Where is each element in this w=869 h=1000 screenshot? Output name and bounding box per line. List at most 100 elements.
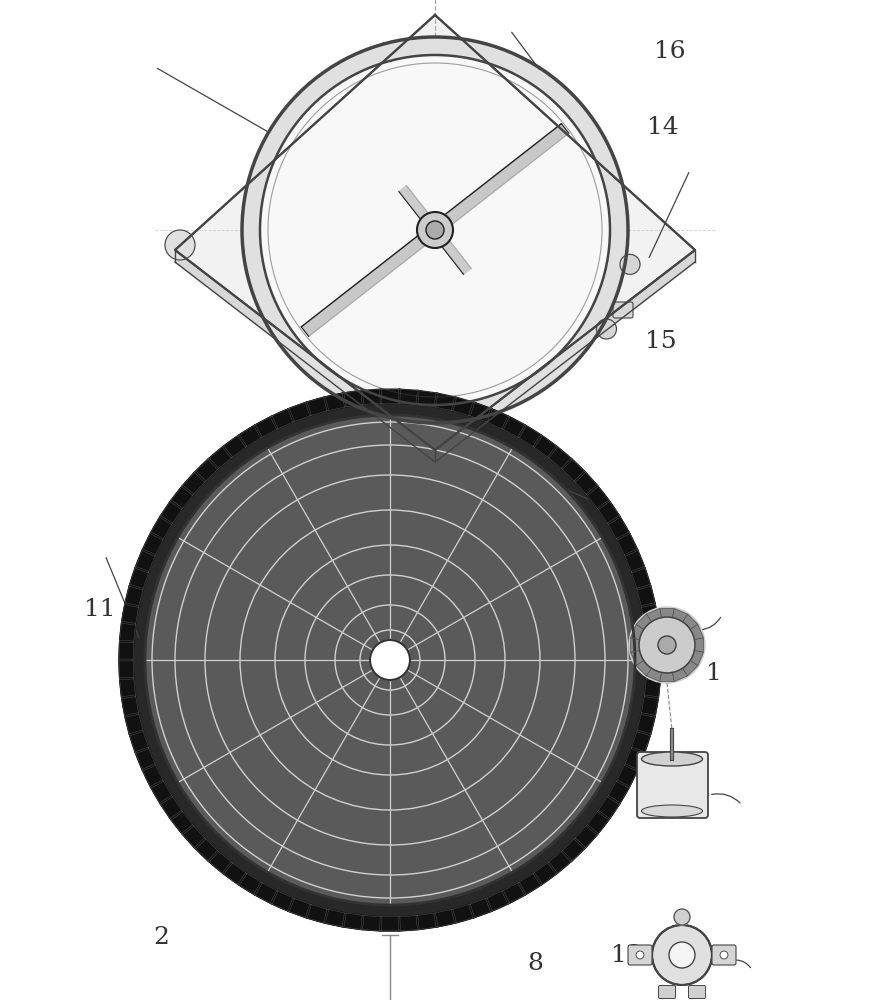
Polygon shape [485,408,509,429]
Polygon shape [361,389,381,405]
Polygon shape [124,584,143,607]
Circle shape [119,389,660,931]
Polygon shape [194,458,218,482]
Polygon shape [182,825,205,849]
Text: 14: 14 [647,115,678,138]
Text: 16: 16 [653,40,685,64]
Circle shape [720,951,727,959]
Polygon shape [434,909,456,927]
Text: 12: 12 [610,944,641,966]
Polygon shape [659,609,673,618]
Polygon shape [160,500,182,525]
Polygon shape [208,850,232,874]
Polygon shape [517,873,541,895]
Text: 8: 8 [527,952,542,974]
Polygon shape [607,780,629,804]
Circle shape [596,319,616,339]
Polygon shape [624,549,644,573]
Polygon shape [485,891,509,912]
Polygon shape [129,566,149,590]
Polygon shape [644,677,660,699]
FancyBboxPatch shape [711,945,735,965]
Polygon shape [640,695,658,717]
Polygon shape [468,898,492,918]
Polygon shape [170,810,194,835]
Polygon shape [561,838,585,862]
Polygon shape [119,677,136,699]
Polygon shape [175,15,694,450]
Circle shape [369,640,409,680]
Polygon shape [135,747,156,771]
FancyBboxPatch shape [658,986,674,998]
Polygon shape [119,640,134,661]
Polygon shape [607,516,629,540]
Text: 10: 10 [323,800,355,824]
Polygon shape [586,485,609,510]
Polygon shape [631,566,650,590]
Polygon shape [342,390,363,407]
Polygon shape [574,471,598,495]
Polygon shape [451,397,474,416]
Polygon shape [129,730,149,754]
Polygon shape [636,713,654,736]
Polygon shape [415,913,437,930]
Polygon shape [270,408,295,429]
Polygon shape [182,471,205,495]
Polygon shape [135,549,156,573]
Polygon shape [630,624,643,640]
Ellipse shape [640,805,701,817]
Polygon shape [533,862,557,885]
Polygon shape [122,603,139,625]
Polygon shape [646,668,660,681]
Polygon shape [415,390,437,407]
Polygon shape [672,609,687,622]
Polygon shape [501,882,526,904]
Polygon shape [689,650,702,666]
Polygon shape [630,650,643,666]
Polygon shape [547,446,572,470]
Text: 15: 15 [645,330,676,354]
Polygon shape [305,904,328,923]
Text: 11: 11 [84,598,116,621]
Polygon shape [646,659,660,680]
Polygon shape [517,425,541,447]
FancyBboxPatch shape [627,945,651,965]
Circle shape [668,942,694,968]
Polygon shape [254,416,278,438]
Polygon shape [574,825,598,849]
Polygon shape [237,425,262,447]
FancyBboxPatch shape [687,986,705,998]
Text: 1: 1 [705,662,720,684]
Polygon shape [288,402,311,422]
Polygon shape [270,891,295,912]
Polygon shape [644,621,660,643]
Polygon shape [175,15,694,450]
Circle shape [628,607,704,683]
Polygon shape [342,913,363,930]
Polygon shape [682,661,697,676]
Polygon shape [305,397,328,416]
Polygon shape [616,532,637,556]
Polygon shape [175,250,694,462]
Polygon shape [630,638,639,652]
Polygon shape [222,862,247,885]
Circle shape [416,212,453,248]
Polygon shape [379,917,400,931]
Circle shape [620,254,640,274]
Polygon shape [237,873,262,895]
Polygon shape [640,603,658,625]
Polygon shape [659,672,673,681]
FancyBboxPatch shape [636,752,707,818]
Polygon shape [672,668,687,681]
Polygon shape [631,730,650,754]
Polygon shape [124,713,143,736]
Polygon shape [468,402,492,422]
Circle shape [635,951,643,959]
Polygon shape [689,624,702,640]
Polygon shape [254,882,278,904]
Polygon shape [682,614,697,629]
Polygon shape [547,850,572,874]
Polygon shape [119,659,134,680]
Polygon shape [646,609,660,622]
Polygon shape [635,661,651,676]
